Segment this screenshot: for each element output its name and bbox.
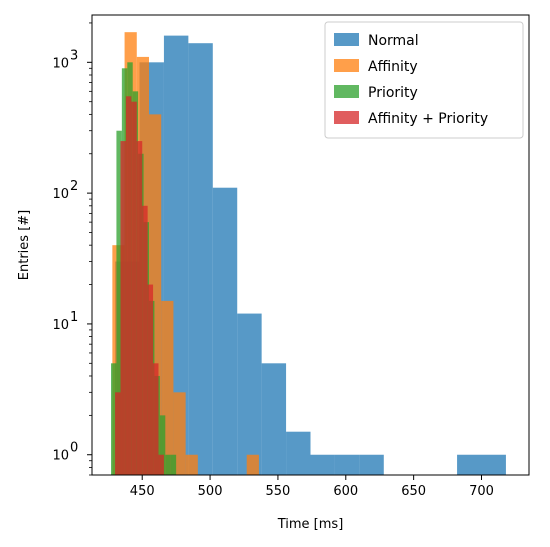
- legend-swatch-priority: [334, 85, 359, 98]
- x-tick-label-550: 550: [266, 484, 291, 499]
- bar-affinity-6: [185, 454, 198, 475]
- bar-normal-7: [286, 431, 311, 475]
- bar-normal-5: [237, 313, 262, 475]
- x-tick-label-650: 650: [401, 484, 426, 499]
- bars-layer: [111, 32, 506, 476]
- bar-priority-11: [170, 454, 177, 475]
- bar-priority-10: [165, 454, 171, 475]
- bar-affinity-priority-5: [142, 205, 148, 476]
- legend-swatch-normal: [334, 33, 359, 46]
- legend-box: [324, 21, 524, 139]
- bar-affinity-priority-4: [136, 141, 143, 475]
- legend-swatch-affinity-priority: [334, 111, 359, 124]
- legend-label-affinity-priority: Affinity + Priority: [368, 111, 488, 127]
- bar-affinity-priority-8: [158, 454, 164, 475]
- legend: Normal Affinity Priority Affinity + Priorit…: [324, 21, 524, 139]
- x-tick-label-700: 700: [469, 484, 494, 499]
- bar-normal-9: [334, 454, 360, 475]
- x-tick-label-450: 450: [130, 484, 155, 499]
- bar-priority-1: [116, 130, 122, 475]
- y-tick-exp-10: 1: [70, 310, 78, 325]
- bar-priority-0: [111, 363, 117, 475]
- x-axis: 450 500 550 600 650 700: [130, 475, 494, 499]
- bar-normal-14: [457, 454, 482, 475]
- bar-affinity-priority-3: [131, 101, 137, 475]
- y-axis-label: Entries [#]: [17, 210, 32, 280]
- legend-label-affinity: Affinity: [368, 59, 418, 75]
- bar-normal-15: [481, 454, 506, 475]
- bar-affinity-priority-2: [125, 96, 132, 475]
- y-tick-label-1000: 10: [52, 56, 69, 71]
- y-tick-exp-1000: 3: [70, 48, 78, 63]
- bar-affinity-priority-0: [115, 392, 121, 475]
- bar-normal-3: [188, 43, 213, 475]
- bar-normal-10: [359, 454, 384, 475]
- bar-affinity-priority-7: [153, 363, 159, 475]
- bar-affinity-5: [173, 392, 186, 475]
- legend-swatch-affinity: [334, 59, 359, 72]
- x-tick-label-500: 500: [198, 484, 223, 499]
- bar-priority-9: [159, 415, 166, 475]
- legend-label-normal: Normal: [368, 33, 419, 49]
- bar-affinity-11: [246, 454, 259, 475]
- bar-normal-4: [212, 187, 238, 475]
- bar-affinity-priority-1: [120, 141, 126, 475]
- y-tick-label-1: 10: [52, 449, 69, 464]
- y-tick-label-10: 10: [52, 318, 69, 333]
- y-tick-exp-100: 2: [70, 179, 78, 194]
- legend-label-priority: Priority: [368, 85, 418, 101]
- x-tick-label-600: 600: [333, 484, 358, 499]
- bar-normal-8: [310, 454, 335, 475]
- y-tick-exp-1: 0: [70, 441, 78, 456]
- x-axis-label: Time [ms]: [277, 517, 344, 532]
- bar-normal-6: [261, 363, 287, 475]
- y-tick-label-100: 10: [52, 187, 69, 202]
- bar-affinity-priority-6: [147, 284, 154, 475]
